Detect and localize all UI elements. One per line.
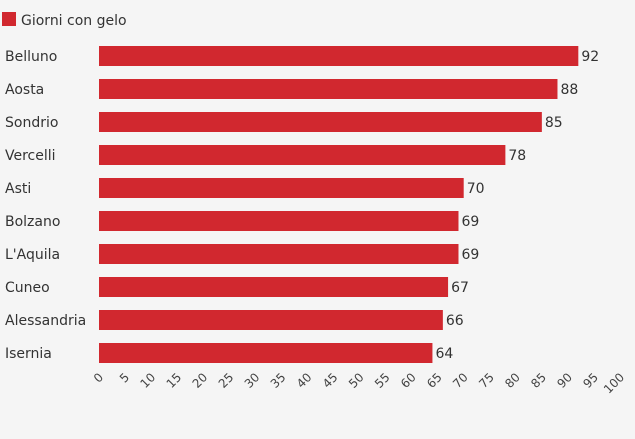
- x-tick-label: 60: [398, 370, 419, 391]
- category-label: Aosta: [5, 82, 44, 98]
- data-label: 67: [451, 280, 469, 296]
- bar[interactable]: [99, 343, 433, 363]
- bars-group: Belluno 92 Aosta 88 Sondrio 85 Vercelli 78 Asti 7…: [5, 46, 599, 363]
- x-tick-label: 70: [450, 370, 471, 391]
- data-label: 64: [435, 346, 453, 362]
- category-label: Sondrio: [5, 115, 58, 131]
- legend-label: Giorni con gelo: [21, 13, 127, 29]
- x-tick-label: 10: [138, 370, 159, 391]
- bar[interactable]: [99, 178, 464, 198]
- bar[interactable]: [99, 310, 443, 330]
- x-tick-label: 40: [294, 370, 315, 391]
- category-label: Isernia: [5, 346, 52, 362]
- category-label: Vercelli: [5, 148, 56, 164]
- bar[interactable]: [99, 46, 579, 66]
- data-label: 88: [560, 82, 578, 98]
- x-tick-label: 90: [554, 370, 575, 391]
- x-tick-label: 35: [268, 370, 289, 391]
- x-tick-label: 15: [164, 370, 185, 391]
- data-label: 70: [467, 181, 485, 197]
- bar[interactable]: [99, 145, 506, 165]
- data-label: 85: [545, 115, 563, 131]
- x-tick-label: 65: [424, 370, 445, 391]
- legend[interactable]: Giorni con gelo: [2, 12, 127, 29]
- x-axis: 0 5 10 15 20 25 30 35 40 45 50 55 60 65 70 75 80 85 90 95 10…: [91, 370, 627, 396]
- x-tick-label: 0: [91, 370, 106, 385]
- x-tick-label: 25: [216, 370, 237, 391]
- x-tick-label: 55: [372, 370, 393, 391]
- bar[interactable]: [99, 112, 542, 132]
- x-tick-label: 50: [346, 370, 367, 391]
- x-tick-label: 5: [117, 370, 132, 385]
- x-tick-label: 100: [601, 370, 627, 396]
- bar[interactable]: [99, 79, 558, 99]
- x-tick-label: 30: [242, 370, 263, 391]
- category-label: Cuneo: [5, 280, 50, 296]
- data-label: 78: [508, 148, 526, 164]
- x-tick-label: 20: [190, 370, 211, 391]
- x-tick-label: 80: [502, 370, 523, 391]
- x-tick-label: 45: [320, 370, 341, 391]
- data-label: 66: [446, 313, 464, 329]
- bar[interactable]: [99, 277, 449, 297]
- bar[interactable]: [99, 211, 459, 231]
- data-label: 69: [461, 247, 479, 263]
- x-tick-label: 95: [580, 370, 601, 391]
- legend-swatch: [2, 12, 16, 26]
- category-label: Belluno: [5, 49, 57, 65]
- data-label: 69: [461, 214, 479, 230]
- category-label: Alessandria: [5, 313, 86, 329]
- bar[interactable]: [99, 244, 459, 264]
- x-tick-label: 75: [476, 370, 497, 391]
- x-tick-label: 85: [528, 370, 549, 391]
- category-label: L'Aquila: [5, 247, 60, 263]
- data-label: 92: [581, 49, 599, 65]
- category-label: Bolzano: [5, 214, 60, 230]
- category-label: Asti: [5, 181, 31, 197]
